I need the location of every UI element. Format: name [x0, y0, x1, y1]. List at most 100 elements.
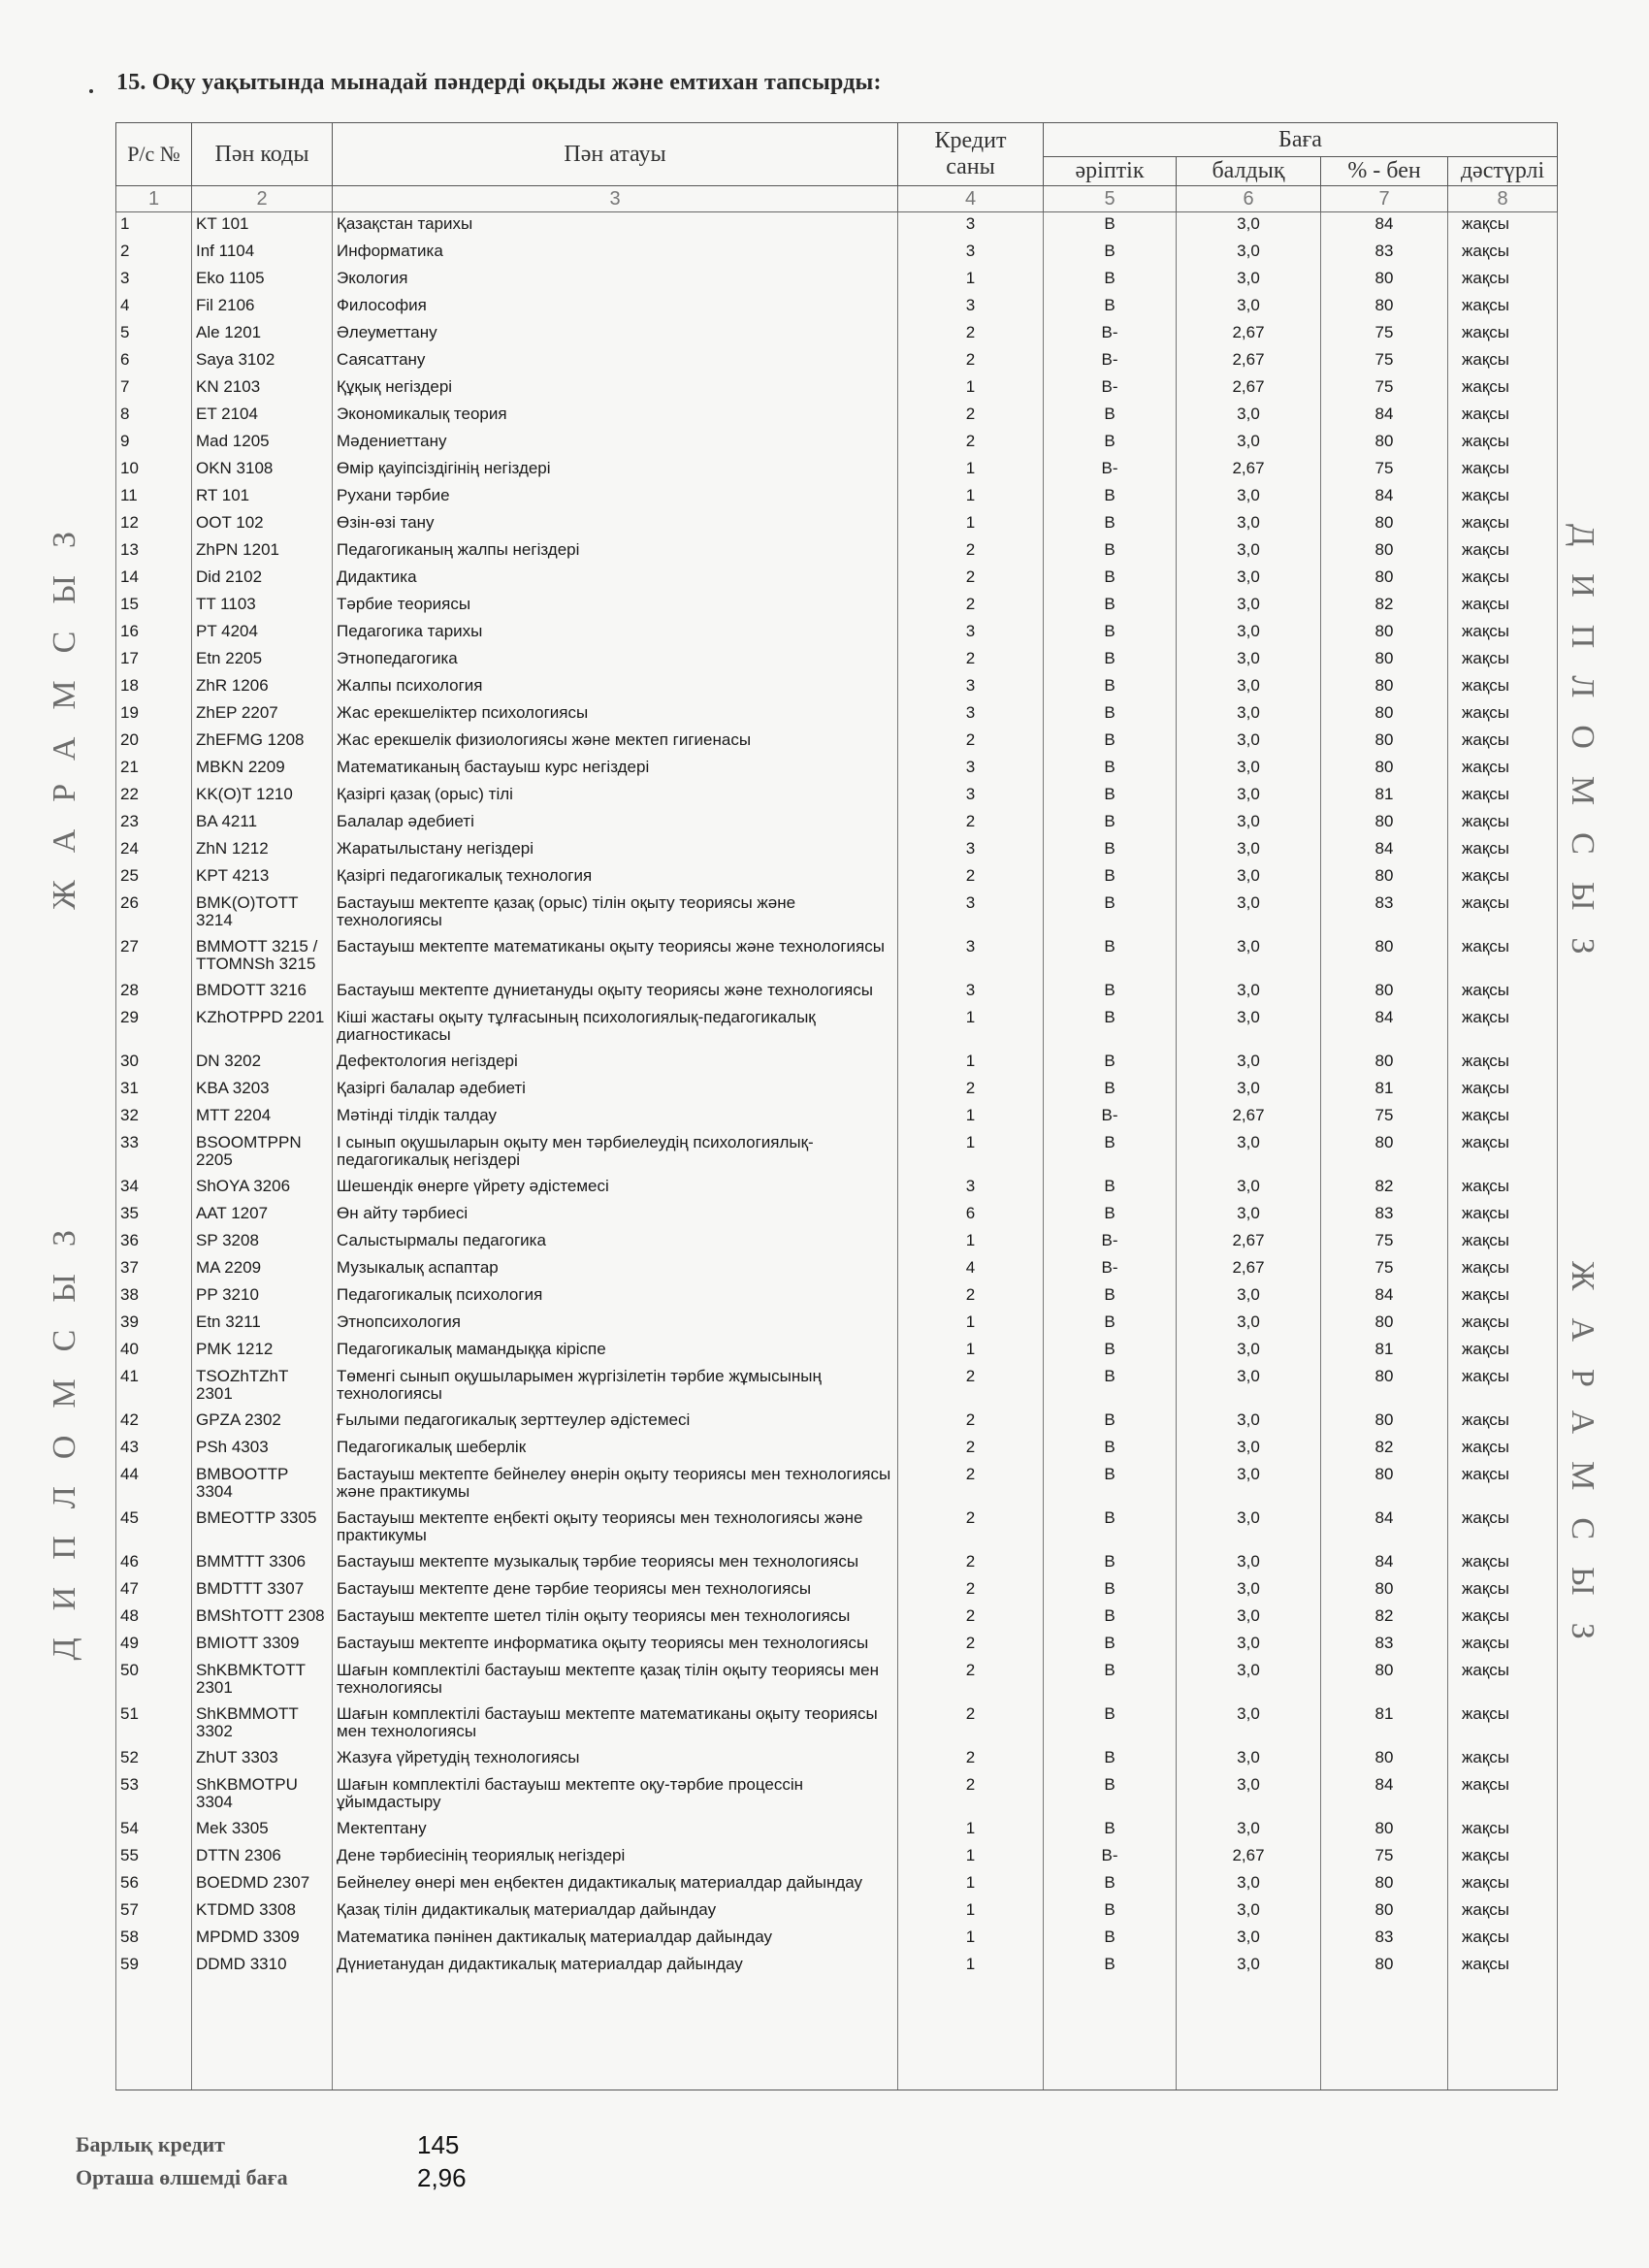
grade-points: 3,0 — [1176, 1550, 1321, 1577]
credits: 2 — [897, 1436, 1044, 1463]
subject-code: Etn 3211 — [191, 1311, 333, 1338]
letter-grade: B — [1043, 1953, 1177, 1980]
grade-percent: 80 — [1320, 1131, 1448, 1175]
credits: 3 — [897, 1175, 1044, 1202]
row-number: 23 — [115, 810, 192, 837]
row-number: 48 — [115, 1604, 192, 1632]
credits: 4 — [897, 1256, 1044, 1283]
traditional-grade: жақсы — [1447, 1229, 1558, 1256]
header-traditional: дәстүрлі — [1447, 156, 1558, 186]
subject-code: KBA 3203 — [191, 1077, 333, 1104]
traditional-grade: жақсы — [1447, 1871, 1558, 1898]
table-row: 19 ZhEP 2207 Жас ерекшеліктер психологиясы… — [115, 701, 1558, 729]
table-row: 6 Saya 3102 Саясаттану 2 B- 2,67 75 жақсы — [115, 348, 1558, 375]
letter-grade: B- — [1043, 1104, 1177, 1131]
letter-grade: B- — [1043, 1844, 1177, 1871]
traditional-grade: жақсы — [1447, 1817, 1558, 1844]
credits: 2 — [897, 1463, 1044, 1507]
credits: 1 — [897, 375, 1044, 403]
grade-points: 3,0 — [1176, 1463, 1321, 1507]
credits: 3 — [897, 837, 1044, 864]
grade-percent: 80 — [1320, 647, 1448, 674]
gpa-label: Орташа өлшемді баға — [76, 2165, 288, 2189]
subject-code: OOT 102 — [191, 511, 333, 538]
subject-name: Жаратылыстану негіздері — [332, 837, 898, 864]
grade-points: 3,0 — [1176, 810, 1321, 837]
grade-percent: 83 — [1320, 1202, 1448, 1229]
subject-name: Педагогикалық шеберлік — [332, 1436, 898, 1463]
subject-code: DTTN 2306 — [191, 1844, 333, 1871]
traditional-grade: жақсы — [1447, 457, 1558, 484]
subject-name: Бастауыш мектепте дүниетануды оқыту теор… — [332, 979, 898, 1006]
traditional-grade: жақсы — [1447, 1006, 1558, 1050]
grade-percent: 84 — [1320, 1550, 1448, 1577]
traditional-grade: жақсы — [1447, 1131, 1558, 1175]
subject-code: BMIOTT 3309 — [191, 1632, 333, 1659]
grade-percent: 84 — [1320, 1006, 1448, 1050]
section-title: 15. Оқу уақытында мынадай пәндерді оқыды… — [116, 70, 882, 95]
letter-grade: B — [1043, 538, 1177, 566]
blank-cell — [191, 1980, 333, 2090]
grade-percent: 75 — [1320, 1104, 1448, 1131]
grade-percent: 81 — [1320, 783, 1448, 810]
credits: 3 — [897, 783, 1044, 810]
letter-grade: B — [1043, 1365, 1177, 1409]
table-row: 20 ZhEFMG 1208 Жас ерекшелік физиологиясы … — [115, 729, 1558, 756]
grade-percent: 84 — [1320, 1507, 1448, 1550]
header-no: Р/с № — [115, 122, 192, 186]
table-row: 51 ShKBMMOTT 3302 Шағын комплектілі бастау… — [115, 1702, 1558, 1746]
grade-percent: 81 — [1320, 1338, 1448, 1365]
table-row: 36 SP 3208 Салыстырмалы педагогика 1 B- 2,67 7… — [115, 1229, 1558, 1256]
traditional-grade: жақсы — [1447, 1773, 1558, 1817]
subject-name: Қазіргі педагогикалық технология — [332, 864, 898, 891]
subject-name: Математиканың бастауыш курс негіздері — [332, 756, 898, 783]
letter-grade: B — [1043, 837, 1177, 864]
row-number: 37 — [115, 1256, 192, 1283]
row-number: 34 — [115, 1175, 192, 1202]
subject-name: Әлеуметтану — [332, 321, 898, 348]
grade-points: 3,0 — [1176, 1702, 1321, 1746]
credits: 1 — [897, 457, 1044, 484]
row-number: 28 — [115, 979, 192, 1006]
subject-code: GPZA 2302 — [191, 1409, 333, 1436]
grade-percent: 75 — [1320, 1844, 1448, 1871]
grade-percent: 75 — [1320, 348, 1448, 375]
credits: 2 — [897, 1702, 1044, 1746]
header-points: балдық — [1176, 156, 1321, 186]
grade-percent: 80 — [1320, 294, 1448, 321]
credits: 2 — [897, 403, 1044, 430]
subject-code: MPDMD 3309 — [191, 1926, 333, 1953]
grade-percent: 83 — [1320, 240, 1448, 267]
row-number: 31 — [115, 1077, 192, 1104]
subject-name: Экология — [332, 267, 898, 294]
subject-code: PSh 4303 — [191, 1436, 333, 1463]
subject-name: Рухани тәрбие — [332, 484, 898, 511]
subject-name: Өзін-өзі тану — [332, 511, 898, 538]
row-number: 46 — [115, 1550, 192, 1577]
row-number: 2 — [115, 240, 192, 267]
grade-percent: 83 — [1320, 1632, 1448, 1659]
row-number: 45 — [115, 1507, 192, 1550]
watermark-left-top: ЖАРАМСЫЗ — [47, 504, 82, 910]
blank-cell — [1176, 1980, 1321, 2090]
grade-percent: 80 — [1320, 1409, 1448, 1436]
subject-code: BMDOTT 3216 — [191, 979, 333, 1006]
subject-name: Музыкалық аспаптар — [332, 1256, 898, 1283]
credits: 3 — [897, 294, 1044, 321]
credits: 3 — [897, 979, 1044, 1006]
credits: 2 — [897, 1409, 1044, 1436]
row-number: 19 — [115, 701, 192, 729]
table-row: 21 MBKN 2209 Математиканың бастауыш курс н… — [115, 756, 1558, 783]
traditional-grade: жақсы — [1447, 484, 1558, 511]
subject-code: ZhEFMG 1208 — [191, 729, 333, 756]
letter-grade: B — [1043, 267, 1177, 294]
subject-code: OKN 3108 — [191, 457, 333, 484]
traditional-grade: жақсы — [1447, 1463, 1558, 1507]
letter-grade: B — [1043, 484, 1177, 511]
table-row: 48 BMShTOTT 2308 Бастауыш мектепте шетел т… — [115, 1604, 1558, 1632]
table-row: 38 PP 3210 Педагогикалық психология 2 B 3,0 84… — [115, 1283, 1558, 1311]
letter-grade: B — [1043, 511, 1177, 538]
row-number: 51 — [115, 1702, 192, 1746]
grade-points: 3,0 — [1176, 1926, 1321, 1953]
credits: 1 — [897, 1311, 1044, 1338]
